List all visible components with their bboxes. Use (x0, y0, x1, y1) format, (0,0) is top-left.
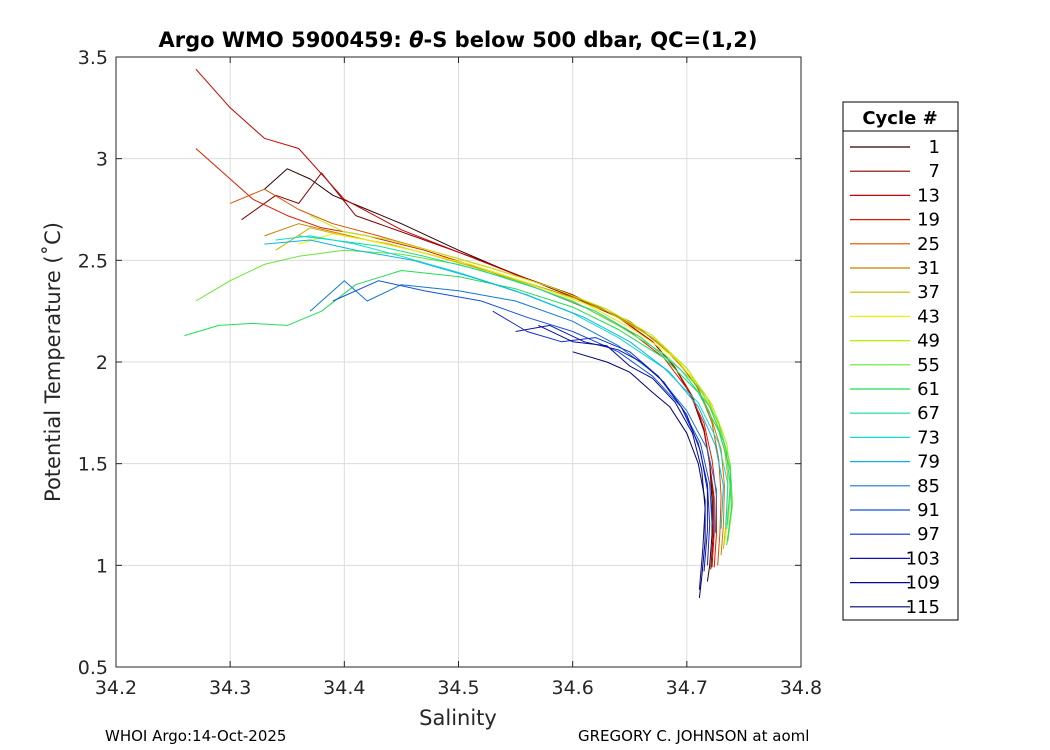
legend-label-67: 67 (917, 403, 940, 424)
legend-label-115: 115 (906, 597, 940, 618)
legend-label-61: 61 (917, 379, 940, 400)
legend-box (842, 101, 959, 621)
x-tick-label: 34.7 (666, 677, 708, 699)
y-axis-ticks: 0.5 1 1.5 2 2.5 3 3.5 (78, 47, 801, 679)
grid (116, 57, 801, 667)
chart-title: Argo WMO 5900459: θ-S below 500 dbar, QC… (158, 28, 757, 52)
footer-left: WHOI Argo:14-Oct-2025 (105, 727, 286, 745)
legend: Cycle # 1 7 13 19 25 31 37 43 49 55 61 67 73 79 85 91 97… (842, 101, 959, 621)
y-tick-label: 3 (96, 149, 108, 171)
legend-label-49: 49 (917, 331, 940, 352)
series-line-cycle-97 (492, 310, 711, 566)
legend-label-91: 91 (917, 500, 940, 521)
x-tick-label: 34.2 (95, 677, 137, 699)
legend-label-73: 73 (917, 427, 940, 448)
series-line-cycle-61 (184, 270, 732, 546)
x-tick-label: 34.8 (780, 677, 822, 699)
legend-label-19: 19 (917, 210, 940, 231)
legend-label-13: 13 (917, 185, 940, 206)
legend-label-43: 43 (917, 306, 940, 327)
legend-label-25: 25 (917, 234, 940, 255)
legend-label-37: 37 (917, 282, 940, 303)
series-line-cycle-7 (241, 172, 714, 570)
footer-right: GREGORY C. JOHNSON at aoml (578, 727, 809, 745)
series-line-cycle-91 (332, 280, 713, 525)
series-line-cycle-79 (264, 239, 724, 529)
series-line-cycle-73 (275, 235, 729, 525)
x-tick-label: 34.4 (323, 677, 365, 699)
legend-label-97: 97 (917, 524, 940, 545)
series-line-cycle-55 (195, 249, 733, 541)
y-tick-label: 1.5 (78, 454, 108, 476)
y-tick-label: 0.5 (78, 657, 108, 679)
y-axis-label: Potential Temperature (˚C) (41, 222, 65, 502)
legend-items: 1 7 13 19 25 31 37 43 49 55 61 67 73 79 85 91 97 103 109 11… (850, 137, 940, 618)
legend-label-1: 1 (929, 137, 940, 158)
series-line-cycle-85 (309, 280, 717, 533)
y-tick-label: 2.5 (78, 250, 108, 272)
y-tick-label: 3.5 (78, 47, 108, 69)
series-line-cycle-109 (538, 324, 706, 590)
y-tick-label: 2 (96, 352, 108, 374)
series-lines (184, 68, 733, 598)
x-axis-ticks: 34.2 34.3 34.4 34.5 34.6 34.7 34.8 (95, 57, 822, 699)
series-line-cycle-103 (515, 324, 708, 572)
legend-title: Cycle # (862, 108, 937, 129)
x-tick-label: 34.3 (209, 677, 251, 699)
x-tick-label: 34.5 (437, 677, 479, 699)
series-line-cycle-1 (264, 168, 713, 582)
legend-label-103: 103 (906, 548, 940, 569)
legend-label-55: 55 (917, 355, 940, 376)
legend-label-109: 109 (906, 573, 940, 594)
series-line-cycle-67 (298, 235, 731, 529)
legend-label-31: 31 (917, 258, 940, 279)
legend-label-7: 7 (929, 161, 940, 182)
y-tick-label: 1 (96, 555, 108, 577)
x-axis-label: Salinity (419, 706, 497, 730)
series-line-cycle-19 (195, 148, 717, 568)
series-line-cycle-25 (230, 188, 722, 566)
series-line-cycle-13 (195, 68, 715, 568)
series-line-cycle-115 (572, 351, 706, 598)
legend-label-79: 79 (917, 452, 940, 473)
x-tick-label: 34.6 (552, 677, 594, 699)
legend-label-85: 85 (917, 476, 940, 497)
series-line-cycle-49 (309, 215, 732, 525)
